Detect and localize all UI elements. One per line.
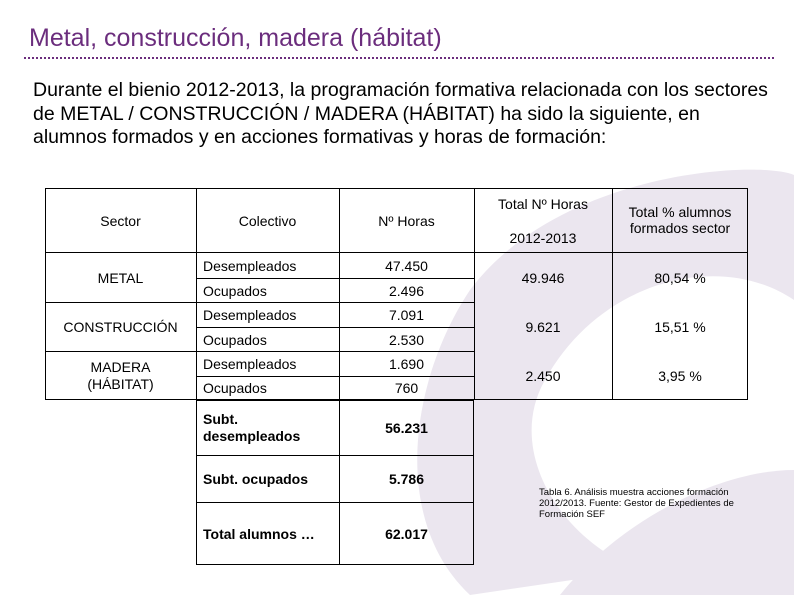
page-title: Metal, construcción, madera (hábitat) <box>29 24 442 52</box>
title-divider <box>24 57 774 59</box>
header-colectivo: Colectivo <box>238 212 297 229</box>
subtotal-desempleados-value: 56.231 <box>385 420 428 436</box>
subtotal-desempleados-label: Subt. desempleados <box>203 411 301 444</box>
horas-metal-desempleados: 47.450 <box>385 257 428 274</box>
horas-madera-ocupados: 760 <box>394 380 419 396</box>
horas-construccion-desempleados: 7.091 <box>388 307 425 323</box>
total-horas-metal: 49.946 <box>521 269 565 286</box>
header-total-pct: Total % alumnos formados sector <box>628 204 732 236</box>
sector-madera: MADERA (HÁBITAT) <box>87 359 154 392</box>
total-pct-construccion: 15,51 % <box>654 319 706 335</box>
intro-paragraph: Durante el bienio 2012-2013, la programa… <box>33 79 768 148</box>
total-horas-construccion: 9.621 <box>525 319 561 335</box>
main-table <box>45 188 748 400</box>
colectivo-construccion-ocupados: Ocupados <box>203 331 267 348</box>
table-caption: Tabla 6. Análisis muestra acciones forma… <box>539 487 734 520</box>
colectivo-madera-desempleados: Desempleados <box>203 356 297 372</box>
total-pct-metal: 80,54 % <box>654 269 706 286</box>
colectivo-metal-ocupados: Ocupados <box>203 282 267 299</box>
colectivo-metal-desempleados: Desempleados <box>203 257 297 274</box>
header-horas: Nº Horas <box>378 212 435 229</box>
subtotal-ocupados-label: Subt. ocupados <box>203 471 308 487</box>
subtotals-table <box>196 400 474 565</box>
total-alumnos-label: Total alumnos … <box>203 525 315 542</box>
header-total-horas-line1: Total Nº Horas <box>498 196 588 212</box>
header-total-horas-line2: 2012-2013 <box>509 230 577 246</box>
horas-metal-ocupados: 2.496 <box>388 282 425 299</box>
subtotal-ocupados-value: 5.786 <box>388 471 425 487</box>
colectivo-construccion-desempleados: Desempleados <box>203 307 297 323</box>
sector-construccion: CONSTRUCCIÓN <box>63 319 178 335</box>
total-horas-madera: 2.450 <box>525 368 561 384</box>
horas-construccion-ocupados: 2.530 <box>388 331 425 348</box>
total-alumnos-value: 62.017 <box>385 526 428 542</box>
horas-madera-desempleados: 1.690 <box>388 356 425 372</box>
total-pct-madera: 3,95 % <box>658 368 702 384</box>
sector-metal: METAL <box>97 269 144 286</box>
colectivo-madera-ocupados: Ocupados <box>203 380 267 396</box>
header-sector: Sector <box>100 212 141 229</box>
